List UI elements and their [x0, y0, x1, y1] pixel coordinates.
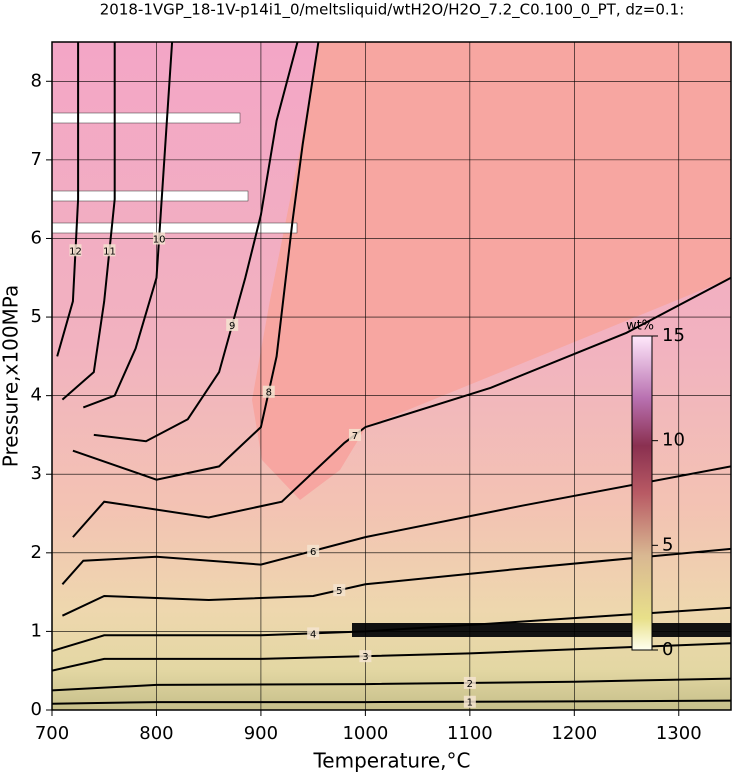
- contour-label-bg: [463, 676, 476, 689]
- contour-label-bg: [359, 650, 372, 663]
- y-tick-label: 1: [31, 620, 42, 641]
- contour-label: 8: [266, 388, 272, 399]
- contour-label-bg: [348, 428, 361, 441]
- colorbar-tick-label: 5: [662, 534, 673, 555]
- contour-line: [61, 42, 116, 401]
- plot-frame: [51, 41, 732, 711]
- x-axis-label: Temperature,°C: [312, 749, 470, 773]
- contour-label-bg: [103, 244, 116, 257]
- contour-line: [52, 677, 731, 692]
- x-tick-label: 1000: [342, 723, 388, 744]
- colorbar-tick-label: 0: [662, 639, 673, 660]
- x-tick-label: 1300: [656, 723, 702, 744]
- contour-label-bg: [69, 244, 82, 257]
- x-tick-label: 800: [139, 723, 173, 744]
- colorbar-label: wt%: [626, 319, 654, 334]
- y-tick-label: 3: [31, 463, 42, 484]
- contour-label: 3: [362, 652, 368, 663]
- colorbar: [631, 335, 653, 651]
- chart-title: 2018-1VGP_18-1V-p14i1_0/meltsliquid/wtH2…: [100, 1, 685, 20]
- x-tick-label: 700: [35, 723, 69, 744]
- y-tick-label: 4: [31, 385, 42, 406]
- contour-label: 10: [153, 234, 166, 245]
- y-axis-label: Pressure,x100MPa: [0, 285, 23, 467]
- saturated-region: [252, 42, 731, 500]
- contour-label-bg: [307, 627, 320, 640]
- contour-line: [82, 42, 174, 409]
- contour-label-bg: [463, 695, 476, 708]
- no-data-strip: [52, 190, 249, 202]
- y-tick-label: 0: [31, 699, 42, 720]
- y-tick-label: 5: [31, 306, 42, 327]
- contour-line: [61, 465, 731, 585]
- no-data-strip: [52, 112, 241, 124]
- y-tick-label: 2: [31, 542, 42, 563]
- contour-label-bg: [153, 232, 166, 245]
- contour-label: 1: [467, 698, 473, 709]
- colorbar-tick-label: 10: [662, 430, 685, 451]
- contour-line: [72, 276, 731, 538]
- contour-label-bg: [307, 544, 320, 557]
- contour-line: [52, 642, 731, 672]
- y-tick-label: 8: [31, 70, 42, 91]
- contour-label: 9: [229, 321, 235, 332]
- no-data-strip: [52, 222, 298, 234]
- contour-label-bg: [226, 318, 239, 331]
- contour-label: 2: [467, 679, 473, 690]
- contour-line: [52, 699, 731, 705]
- contour-line: [61, 547, 731, 617]
- contour-label: 11: [103, 246, 116, 257]
- x-tick-label: 900: [244, 723, 278, 744]
- colorbar-tick-label: 15: [662, 325, 685, 346]
- contour-label: 12: [69, 246, 82, 257]
- y-tick-label: 7: [31, 149, 42, 170]
- contour-label-bg: [333, 584, 346, 597]
- contour-label-bg: [262, 385, 275, 398]
- contour-label: 4: [310, 629, 316, 640]
- x-tick-label: 1200: [551, 723, 597, 744]
- x-tick-label: 1100: [447, 723, 493, 744]
- contour-label: 5: [336, 586, 342, 597]
- contour-label: 7: [352, 431, 358, 442]
- artifact-band: [352, 623, 731, 637]
- contour-label: 6: [310, 547, 316, 558]
- y-tick-label: 6: [31, 227, 42, 248]
